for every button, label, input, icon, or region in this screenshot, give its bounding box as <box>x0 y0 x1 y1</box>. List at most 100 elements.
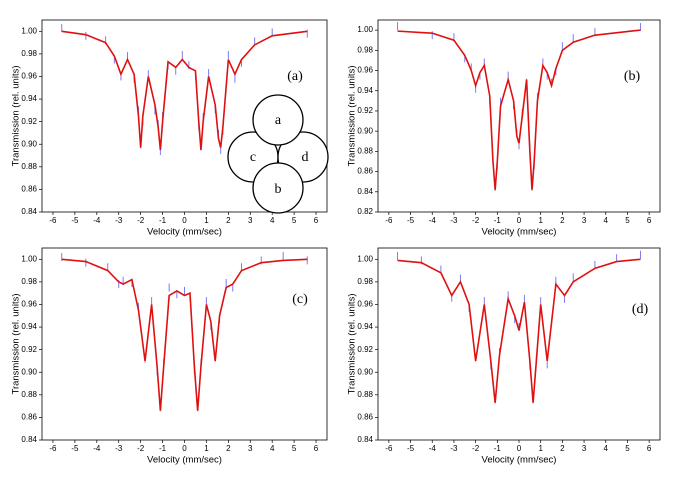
x-tick-label: 0 <box>182 444 187 453</box>
y-tick-label: 0.86 <box>21 185 37 194</box>
y-tick-label: 0.92 <box>21 117 37 126</box>
x-tick-label: -3 <box>115 444 123 453</box>
x-tick-label: -4 <box>429 444 437 453</box>
x-tick-label: 3 <box>248 444 253 453</box>
inset-label: b <box>275 182 282 197</box>
x-tick-label: 5 <box>292 444 297 453</box>
y-tick-label: 0.94 <box>21 94 37 103</box>
y-tick-label: 0.86 <box>357 413 373 422</box>
x-tick-label: 5 <box>625 216 630 225</box>
circle-a <box>252 94 304 146</box>
x-tick-label: -6 <box>385 444 393 453</box>
x-tick-label: 6 <box>314 444 319 453</box>
y-tick-label: 0.84 <box>357 435 373 444</box>
fit-line <box>397 258 641 403</box>
y-tick-label: 0.82 <box>357 207 373 216</box>
y-tick-label: 0.86 <box>21 413 37 422</box>
panel-label: (d) <box>632 302 649 317</box>
y-tick-label: 0.94 <box>21 322 37 331</box>
x-tick-label: 0 <box>517 444 522 453</box>
x-tick-label: 4 <box>270 444 275 453</box>
y-tick-label: 0.90 <box>357 126 373 135</box>
y-tick-label: 0.94 <box>357 322 373 331</box>
x-tick-label: -3 <box>115 216 123 225</box>
x-tick-label: -1 <box>494 444 502 453</box>
x-tick-label: -5 <box>71 216 79 225</box>
y-tick-label: 0.84 <box>21 207 37 216</box>
plot-frame <box>377 247 661 441</box>
panel-label: (a) <box>287 69 303 84</box>
y-tick-label: 0.90 <box>21 367 37 376</box>
panel: -6 -5 -4 -3 -2 -1 0 1 2 3 4 5 6 0.84 0.86 0.88 0.90 0.92 0… <box>11 19 328 238</box>
y-axis-title: Transmission (rel. units) <box>347 65 358 166</box>
x-tick-label: 3 <box>248 216 253 225</box>
y-tick-label: 0.98 <box>357 277 373 286</box>
x-tick-label: 2 <box>560 444 565 453</box>
x-tick-label: -2 <box>137 216 145 225</box>
fit-line <box>61 30 308 150</box>
x-tick-label: 5 <box>292 216 297 225</box>
y-tick-label: 0.92 <box>21 345 37 354</box>
inset-diagram <box>227 94 329 214</box>
y-tick-label: 0.98 <box>21 49 37 58</box>
x-tick-label: 4 <box>604 216 609 225</box>
x-tick-label: 1 <box>538 216 543 225</box>
y-tick-label: 0.92 <box>357 345 373 354</box>
circle-b <box>252 162 304 214</box>
y-tick-label: 0.88 <box>21 162 37 171</box>
x-tick-label: 0 <box>517 216 522 225</box>
x-tick-label: 2 <box>226 444 231 453</box>
fit-line <box>61 258 308 411</box>
y-axis-title: Transmission (rel. units) <box>347 293 358 394</box>
x-tick-label: -5 <box>71 444 79 453</box>
x-tick-label: -1 <box>159 216 167 225</box>
x-tick-label: 3 <box>582 444 587 453</box>
y-tick-label: 0.96 <box>21 72 37 81</box>
panel: -6 -5 -4 -3 -2 -1 0 1 2 3 4 5 6 0.84 0.86 0.88 0.90 0.92 0… <box>11 247 328 466</box>
y-tick-label: 0.88 <box>21 390 37 399</box>
x-tick-label: 1 <box>204 216 209 225</box>
y-tick-label: 0.96 <box>21 300 37 309</box>
x-tick-label: -5 <box>407 444 415 453</box>
y-tick-label: 1.00 <box>21 254 37 263</box>
fit-line <box>397 29 641 190</box>
x-axis-title: Velocity (mm/sec) <box>147 227 222 238</box>
y-tick-label: 0.86 <box>357 167 373 176</box>
panels: -6 -5 -4 -3 -2 -1 0 1 2 3 4 5 6 0.84 0.86 0.88 0.90 0.92 0… <box>11 19 661 466</box>
x-tick-label: 6 <box>314 216 319 225</box>
x-axis-title: Velocity (mm/sec) <box>482 227 557 238</box>
y-tick-label: 0.88 <box>357 390 373 399</box>
x-axis-title: Velocity (mm/sec) <box>147 455 222 466</box>
y-tick-label: 0.96 <box>357 66 373 75</box>
y-tick-label: 0.98 <box>357 45 373 54</box>
x-tick-label: -1 <box>494 216 502 225</box>
y-axis-title: Transmission (rel. units) <box>11 293 22 394</box>
y-tick-label: 1.00 <box>357 254 373 263</box>
x-axis-title: Velocity (mm/sec) <box>482 455 557 466</box>
x-tick-label: 4 <box>270 216 275 225</box>
x-tick-label: -2 <box>137 444 145 453</box>
x-tick-label: 1 <box>204 444 209 453</box>
x-tick-label: -3 <box>450 216 458 225</box>
y-axis-title: Transmission (rel. units) <box>11 65 22 166</box>
x-tick-label: -4 <box>93 444 101 453</box>
panel-label: (b) <box>624 69 641 84</box>
x-tick-label: -5 <box>407 216 415 225</box>
x-tick-label: -2 <box>472 444 480 453</box>
x-tick-label: 0 <box>182 216 187 225</box>
x-tick-label: -4 <box>93 216 101 225</box>
x-tick-label: -3 <box>450 444 458 453</box>
y-tick-label: 0.92 <box>357 106 373 115</box>
inset-label: c <box>250 150 256 165</box>
x-tick-label: -6 <box>385 216 393 225</box>
x-tick-label: -6 <box>49 216 57 225</box>
panel: -6 -5 -4 -3 -2 -1 0 1 2 3 4 5 6 0.84 0.86 0.88 0.90 0.92 0… <box>347 247 661 466</box>
y-tick-label: 0.96 <box>357 300 373 309</box>
y-tick-label: 0.88 <box>357 146 373 155</box>
x-tick-label: -2 <box>472 216 480 225</box>
y-tick-label: 0.98 <box>21 277 37 286</box>
y-tick-label: 1.00 <box>21 26 37 35</box>
x-tick-label: -6 <box>49 444 57 453</box>
x-tick-label: -1 <box>159 444 167 453</box>
